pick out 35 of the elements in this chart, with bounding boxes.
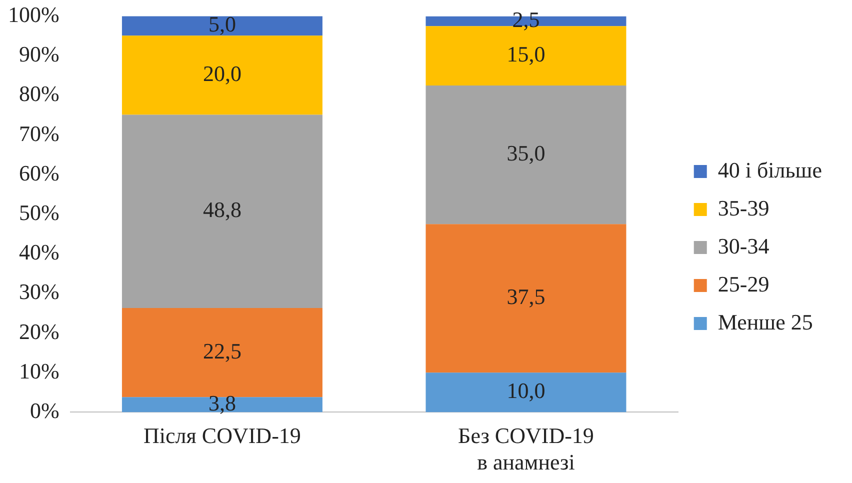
y-tick-label: 20% <box>19 318 60 344</box>
data-label: 3,8 <box>208 390 236 416</box>
bar <box>122 397 322 412</box>
y-tick-label: 80% <box>19 81 60 106</box>
bar <box>122 36 322 115</box>
legend-label: 25-29 <box>718 271 770 296</box>
bar <box>122 308 322 398</box>
data-label: 20,0 <box>202 60 242 86</box>
data-label: 35,0 <box>506 140 546 166</box>
y-tick-label: 50% <box>19 200 60 225</box>
y-tick-label: 40% <box>19 240 60 265</box>
bar <box>426 86 626 224</box>
y-tick-label: 70% <box>19 120 60 146</box>
bar <box>122 16 322 36</box>
data-label: 48,8 <box>202 197 242 222</box>
y-tick-label: 100% <box>8 2 60 27</box>
data-label: 10,0 <box>506 378 546 404</box>
y-tick-label: 10% <box>19 358 60 384</box>
legend-label: Менше 25 <box>718 309 813 334</box>
bar <box>122 114 322 308</box>
x-tick-label: Без COVID-19 в анамнезі <box>458 423 594 475</box>
y-tick-label: 30% <box>19 279 60 304</box>
legend-label: 40 і більше <box>718 157 822 182</box>
x-tick-label: Після COVID-19 <box>144 423 301 448</box>
data-label: 22,5 <box>202 338 242 364</box>
legend-label: 30-34 <box>718 233 770 258</box>
data-label: 37,5 <box>506 284 546 310</box>
y-tick-label: 90% <box>19 42 60 67</box>
bar <box>426 372 626 412</box>
bar <box>426 224 626 373</box>
data-label: 15,0 <box>506 42 546 67</box>
y-tick-label: 60% <box>19 160 60 186</box>
y-tick-label: 0% <box>30 398 60 423</box>
legend-label: 35-39 <box>718 195 770 220</box>
data-label: 5,0 <box>208 11 236 36</box>
